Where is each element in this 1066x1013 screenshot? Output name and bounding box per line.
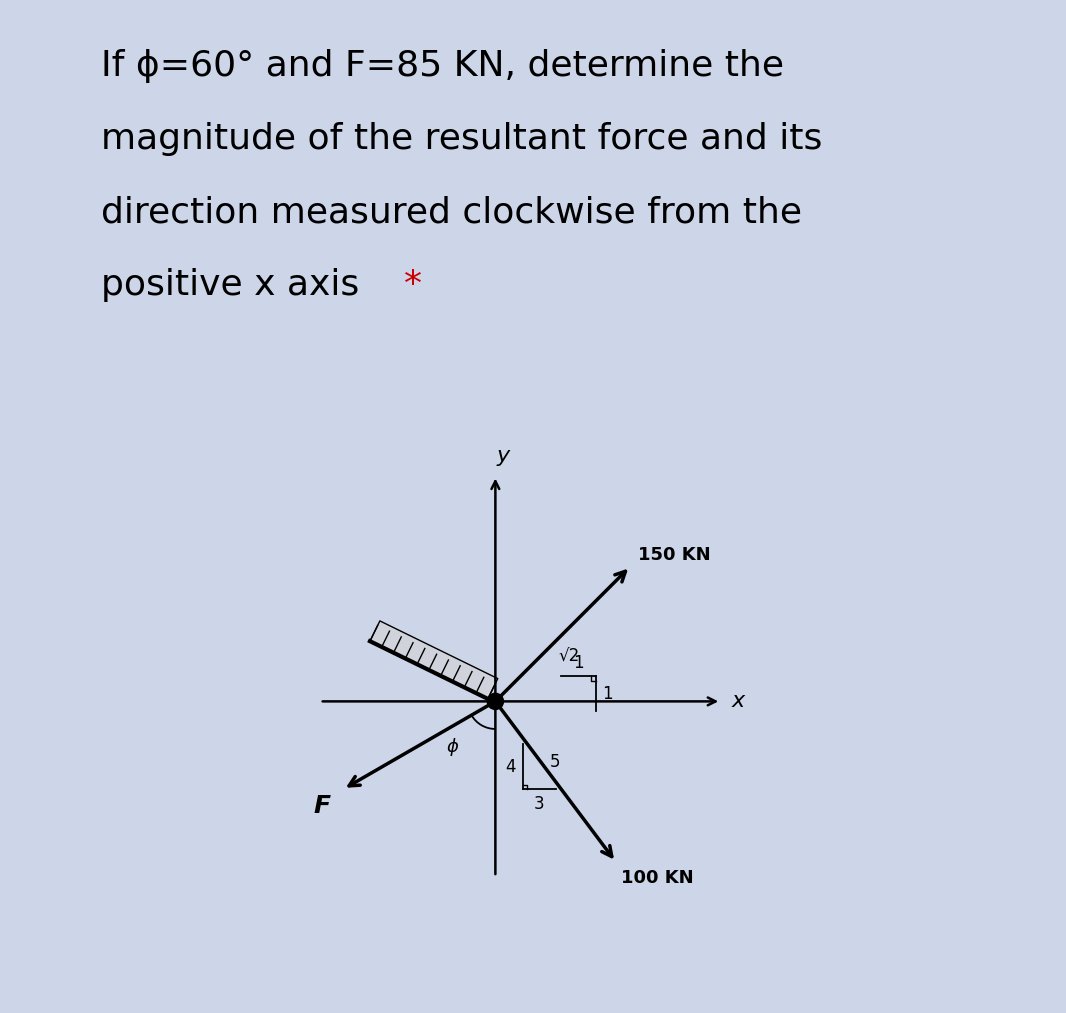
- Text: 100 KN: 100 KN: [620, 869, 693, 887]
- Text: 1: 1: [601, 685, 612, 703]
- Text: y: y: [497, 446, 510, 466]
- Text: 1: 1: [572, 654, 583, 673]
- Text: magnitude of the resultant force and its: magnitude of the resultant force and its: [101, 123, 823, 156]
- Text: x: x: [731, 692, 744, 711]
- Text: positive x axis: positive x axis: [101, 268, 371, 302]
- Text: If ϕ=60° and F=85 KN, determine the: If ϕ=60° and F=85 KN, determine the: [101, 50, 785, 83]
- Text: ϕ: ϕ: [447, 737, 458, 756]
- Text: √2: √2: [559, 647, 579, 666]
- Text: *: *: [404, 268, 421, 302]
- Text: direction measured clockwise from the: direction measured clockwise from the: [101, 196, 803, 229]
- Text: F: F: [313, 794, 330, 819]
- Circle shape: [488, 694, 503, 709]
- Text: 3: 3: [534, 795, 545, 813]
- Polygon shape: [370, 621, 498, 699]
- Text: 150 KN: 150 KN: [637, 546, 710, 564]
- Text: 4: 4: [505, 758, 516, 776]
- Text: 5: 5: [549, 753, 560, 771]
